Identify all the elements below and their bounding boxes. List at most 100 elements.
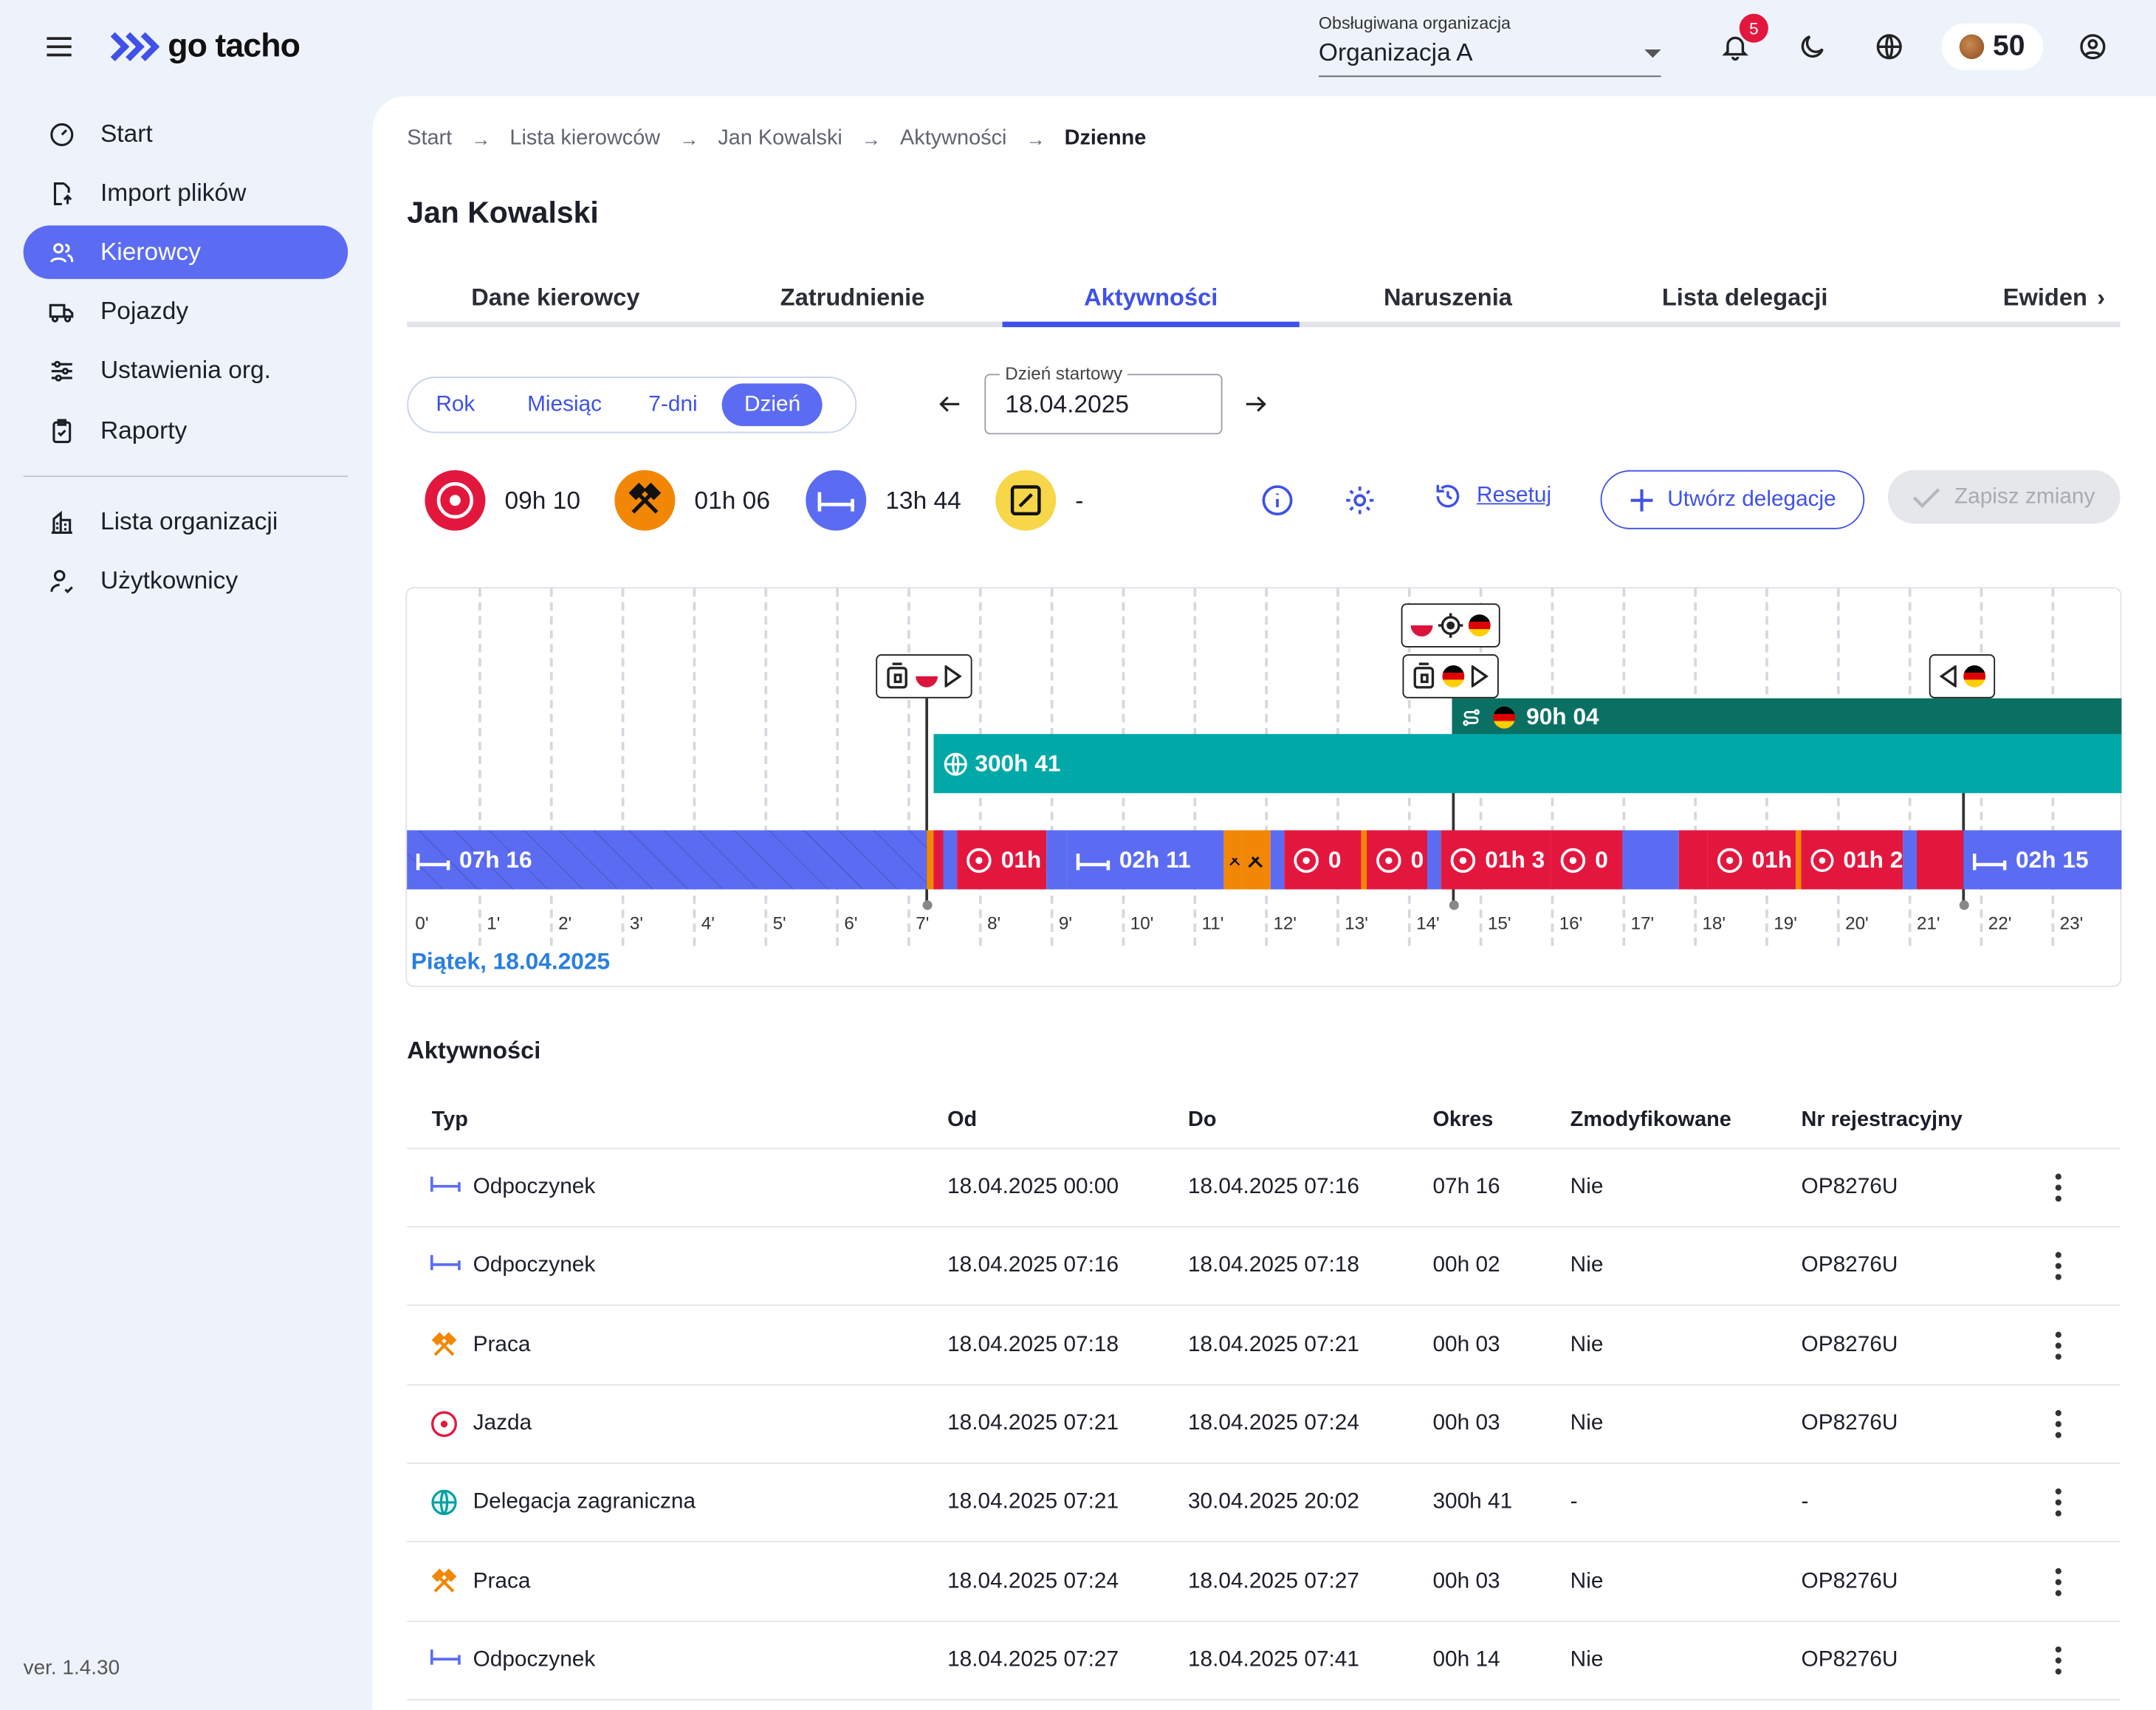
row-menu-icon[interactable]: [2053, 1488, 2064, 1518]
sidebar-item-reports[interactable]: Raporty: [24, 404, 348, 458]
col-period[interactable]: Okres: [1432, 1108, 1494, 1132]
row-menu-icon[interactable]: [2053, 1645, 2064, 1675]
table-row[interactable]: Odpoczynek 18.04.2025 00:00 18.04.2025 07:…: [407, 1149, 2121, 1228]
save-changes-label: Zapisz zmiany: [1954, 484, 2095, 508]
language-icon[interactable]: [1872, 29, 1907, 64]
sidebar-item-vehicles[interactable]: Pojazdy: [24, 284, 348, 338]
card-insert-marker[interactable]: [876, 654, 972, 698]
timeline-segment-driving[interactable]: [933, 830, 944, 890]
timeline-segment-rest[interactable]: [943, 830, 958, 890]
bell-icon[interactable]: [1717, 29, 1753, 64]
tabs-scroll-right-icon[interactable]: ›: [2097, 283, 2105, 311]
breadcrumb-driver[interactable]: Jan Kowalski: [718, 126, 842, 150]
timeline-segment-rest[interactable]: [1046, 830, 1068, 890]
timeline-hour-label: 18': [1702, 913, 1726, 934]
info-icon[interactable]: [1261, 484, 1294, 517]
account-icon[interactable]: [2075, 29, 2110, 64]
timeline-segment-work[interactable]: [1361, 830, 1370, 890]
range-week[interactable]: 7-dni: [648, 393, 698, 417]
reset-button[interactable]: Resetuj: [1432, 481, 1551, 512]
col-to[interactable]: Do: [1187, 1108, 1217, 1132]
col-from[interactable]: Od: [947, 1108, 978, 1132]
row-menu-icon[interactable]: [2053, 1251, 2064, 1282]
timeline-gridline: [549, 588, 553, 946]
delegation-bar[interactable]: 300h 41: [933, 734, 2122, 794]
border-crossing-marker[interactable]: [1401, 603, 1500, 648]
range-day[interactable]: Dzień: [722, 383, 823, 427]
card-insert-marker-2[interactable]: [1402, 654, 1499, 698]
row-menu-icon[interactable]: [2053, 1330, 2064, 1360]
tab-activities[interactable]: Aktywności: [1002, 275, 1300, 328]
timeline-segment-driving[interactable]: [1916, 830, 1964, 890]
card-withdraw-marker[interactable]: [1929, 654, 1996, 698]
sidebar-item-start[interactable]: Start: [24, 107, 348, 161]
timeline-segment-driving[interactable]: 01h 3: [1441, 830, 1551, 890]
timeline-segment-rest[interactable]: [1427, 830, 1441, 890]
tab-violations[interactable]: Naruszenia: [1384, 283, 1512, 311]
timeline-segment-work[interactable]: [1796, 830, 1805, 890]
timeline-segment-rest[interactable]: [1903, 830, 1917, 890]
dark-mode-icon[interactable]: [1794, 29, 1830, 64]
prev-day-icon[interactable]: [936, 391, 964, 418]
logo[interactable]: go tacho: [110, 27, 301, 66]
timeline-segment-driving[interactable]: 0: [1284, 830, 1362, 890]
breadcrumb-activities[interactable]: Aktywności: [900, 126, 1007, 150]
col-type[interactable]: Typ: [431, 1108, 468, 1132]
row-menu-icon[interactable]: [2053, 1409, 2064, 1439]
range-year[interactable]: Rok: [436, 393, 476, 417]
timeline-segment-rest[interactable]: [1270, 830, 1285, 890]
timeline-segment-driving[interactable]: 01h: [1707, 830, 1796, 890]
breadcrumb-start[interactable]: Start: [407, 126, 453, 150]
border-crossing-bar[interactable]: 90h 04: [1452, 698, 2122, 736]
save-changes-button[interactable]: Zapisz zmiany: [1887, 470, 2121, 524]
coins-balance[interactable]: 50: [1941, 23, 2044, 70]
menu-icon[interactable]: [47, 35, 72, 58]
timeline-segment-rest[interactable]: 02h 15: [1963, 830, 2122, 890]
timeline-segment-work[interactable]: [1241, 830, 1271, 890]
row-menu-icon[interactable]: [2053, 1566, 2064, 1596]
sidebar-item-users[interactable]: Użytkownicy: [24, 554, 348, 608]
row-menu-icon[interactable]: [2053, 1172, 2064, 1203]
col-plate[interactable]: Nr rejestracyjny: [1801, 1108, 1963, 1132]
timeline-segment-rest[interactable]: [1622, 830, 1679, 890]
sidebar-item-label: Ustawienia org.: [100, 356, 271, 384]
timeline-segment-work[interactable]: [1223, 830, 1242, 890]
timeline-segment-driving[interactable]: 0: [1551, 830, 1623, 890]
settings-gear-icon[interactable]: [1343, 484, 1376, 517]
activities-section-title: Aktywności: [407, 1036, 541, 1064]
sidebar-item-organizations[interactable]: Lista organizacji: [24, 495, 348, 549]
col-modified[interactable]: Zmodyfikowane: [1570, 1108, 1731, 1132]
range-month[interactable]: Miesiąc: [527, 393, 602, 417]
table-row[interactable]: Odpoczynek 18.04.2025 07:16 18.04.2025 07:…: [407, 1228, 2121, 1307]
table-row[interactable]: Jazda 18.04.2025 07:21 18.04.2025 07:24 00h…: [407, 1385, 2121, 1464]
tabs: Dane kierowcy Zatrudnienie Aktywności Na…: [407, 275, 2121, 328]
start-date-field[interactable]: Dzień startowy 18.04.2025: [984, 363, 1223, 435]
create-delegation-button[interactable]: Utwórz delegacje: [1600, 470, 1865, 529]
timeline-segment-driving[interactable]: [1678, 830, 1708, 890]
cell-modified: Nie: [1570, 1175, 1604, 1199]
table-row[interactable]: Odpoczynek 18.04.2025 07:27 18.04.2025 07:…: [407, 1621, 2121, 1700]
table-row[interactable]: Praca 18.04.2025 07:24 18.04.2025 07:27 00h…: [407, 1543, 2121, 1621]
sidebar-item-org-settings[interactable]: Ustawienia org.: [24, 343, 348, 397]
table-row[interactable]: Delegacja zagraniczna 18.04.2025 07:21 30.…: [407, 1464, 2121, 1543]
timeline-segment-work[interactable]: [927, 830, 935, 890]
tab-driver-data[interactable]: Dane kierowcy: [471, 283, 640, 311]
table-row[interactable]: Praca 18.04.2025 07:18 18.04.2025 07:21 00h…: [407, 1307, 2121, 1385]
tab-records[interactable]: Ewiden: [2002, 283, 2087, 311]
organization-select[interactable]: Obsługiwana organizacja Organizacja A: [1318, 14, 1661, 78]
timeline-hour-label: 8': [987, 913, 1001, 934]
timeline-segment-rest[interactable]: 07h 16: [407, 830, 927, 890]
cell-period: 07h 16: [1432, 1175, 1500, 1199]
timeline-segment-driving[interactable]: 01h: [957, 830, 1047, 890]
timeline-segment-rest[interactable]: 02h 11: [1067, 830, 1224, 890]
sidebar-item-import[interactable]: Import plików: [24, 166, 348, 220]
timeline-segment-driving[interactable]: 0: [1367, 830, 1428, 890]
timeline-segment-driving[interactable]: 01h 2: [1801, 830, 1903, 890]
sidebar-item-drivers[interactable]: Kierowcy: [23, 225, 349, 279]
tab-delegations[interactable]: Lista delegacji: [1661, 283, 1828, 311]
next-day-icon[interactable]: [1242, 391, 1269, 418]
cell-plate: OP8276U: [1801, 1569, 1898, 1593]
breadcrumb-drivers[interactable]: Lista kierowców: [509, 126, 661, 150]
timeline-gridline: [478, 588, 481, 946]
tab-employment[interactable]: Zatrudnienie: [780, 283, 925, 311]
